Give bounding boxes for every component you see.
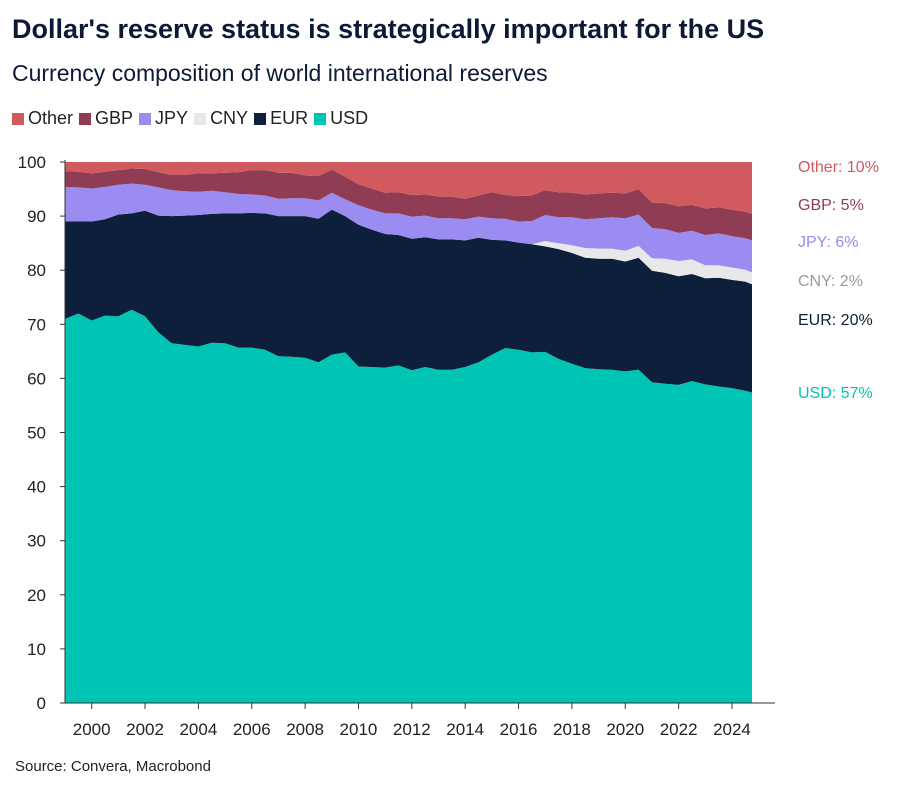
y-tick-label: 90 [27, 207, 46, 226]
y-tick-label: 100 [18, 153, 46, 172]
y-tick-label: 10 [27, 640, 46, 659]
axes-layer: 0 10 20 30 40 50 60 70 80 90 100 2000 2002 2004 2006 20… [18, 153, 775, 739]
x-tick-label: 2016 [500, 720, 538, 739]
end-label: CNY: 2% [798, 273, 863, 290]
x-tick-label: 2022 [660, 720, 698, 739]
y-tick-label: 40 [27, 478, 46, 497]
x-tick-label: 2012 [393, 720, 431, 739]
legend-swatch-usd [314, 112, 327, 125]
legend-swatch-gbp [79, 112, 92, 125]
legend-swatch-other [12, 112, 24, 125]
y-tick-label: 50 [27, 424, 46, 443]
end-label: JPY: 6% [798, 234, 858, 251]
x-tick-label: 2000 [73, 720, 111, 739]
x-tick-label: 2010 [340, 720, 378, 739]
legend-label-other: Other [28, 108, 74, 128]
chart-title: Dollar's reserve status is strategically… [12, 14, 765, 44]
legend-swatch-jpy [139, 112, 152, 125]
x-tick-label: 2002 [126, 720, 164, 739]
y-tick-label: 70 [27, 315, 46, 334]
legend-label-jpy: JPY [155, 108, 189, 128]
y-tick-label: 20 [27, 586, 46, 605]
end-label-layer: Other: 10% GBP: 5% JPY: 6% CNY: 2% EUR: 20% U… [798, 159, 879, 402]
x-tick-label: 2006 [233, 720, 271, 739]
end-label: USD: 57% [798, 385, 873, 402]
x-tick-label: 2018 [553, 720, 591, 739]
area-jpy [65, 183, 752, 273]
legend-label-usd: USD [330, 108, 369, 128]
area-usd [65, 309, 752, 703]
y-tick-label: 0 [37, 694, 46, 713]
legend-swatch-eur [254, 112, 267, 125]
legend-item-jpy: JPY [139, 108, 188, 129]
area-layer [65, 162, 752, 703]
x-tick-label: 2008 [286, 720, 324, 739]
legend-item-other: Other [12, 108, 73, 129]
legend-swatch-cny [194, 112, 207, 125]
chart-subtitle: Currency composition of world internatio… [12, 60, 548, 86]
area-gbp [65, 168, 752, 241]
x-tick-label: 2024 [713, 720, 751, 739]
legend-item-gbp: GBP [79, 108, 133, 129]
legend-item-cny: CNY [194, 108, 248, 129]
end-label: Other: 10% [798, 159, 879, 176]
area-eur [65, 209, 752, 393]
source-note: Source: Convera, Macrobond [15, 758, 211, 775]
legend-item-usd: USD [314, 108, 368, 129]
x-tick-label: 2014 [446, 720, 484, 739]
x-tick-label: 2004 [179, 720, 217, 739]
y-tick-label: 80 [27, 261, 46, 280]
legend: Other GBP JPY CNY EUR USD [12, 108, 374, 129]
legend-item-eur: EUR [254, 108, 308, 129]
area-other [65, 162, 752, 214]
y-tick-label: 30 [27, 532, 46, 551]
legend-label-gbp: GBP [95, 108, 134, 128]
y-tick-label: 60 [27, 369, 46, 388]
end-label: EUR: 20% [798, 312, 873, 329]
legend-label-cny: CNY [210, 108, 249, 128]
x-tick-label: 2020 [606, 720, 644, 739]
end-label: GBP: 5% [798, 197, 864, 214]
legend-label-eur: EUR [270, 108, 309, 128]
